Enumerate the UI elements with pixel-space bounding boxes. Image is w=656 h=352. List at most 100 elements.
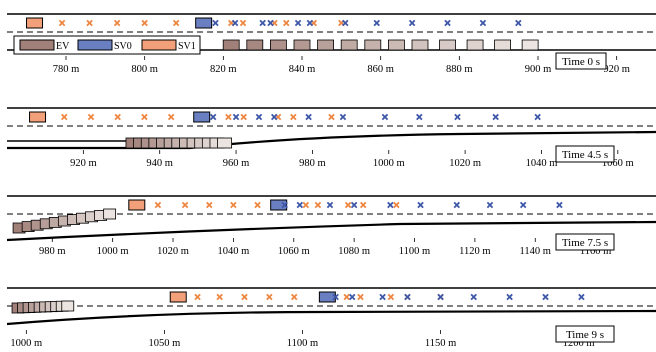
sv1-marker bbox=[241, 293, 248, 301]
tick-label: 960 m bbox=[223, 158, 250, 169]
time-label-box bbox=[555, 325, 615, 343]
sv0-marker bbox=[444, 19, 451, 27]
sv0-marker bbox=[381, 113, 389, 121]
sv0-marker bbox=[578, 293, 585, 301]
legend-label-ev: EV bbox=[56, 41, 70, 52]
sv0-marker bbox=[470, 293, 477, 301]
panel-2: 980 m 1000 m 1020 m 1040 m 1060 m 1080 m 1100 … bbox=[6, 195, 656, 257]
sv0-marker bbox=[373, 19, 380, 27]
sv1-marker bbox=[290, 113, 297, 121]
sv0-marker bbox=[379, 293, 386, 301]
sv0-marker bbox=[267, 19, 274, 27]
ev-car bbox=[269, 39, 287, 51]
ev-car bbox=[217, 137, 233, 149]
time-label-box bbox=[555, 145, 615, 163]
sv1-marker bbox=[86, 19, 93, 27]
panel-0: 780 m 800 m 820 m 840 m 860 m 880 m 900 m 920 m… bbox=[7, 13, 656, 75]
sv0-marker bbox=[519, 201, 527, 209]
sv0-marker bbox=[350, 201, 358, 209]
sv1-marker bbox=[387, 293, 395, 301]
tick-label: 1040 m bbox=[526, 158, 558, 169]
ev-car bbox=[222, 39, 240, 51]
ev-car bbox=[364, 39, 382, 51]
sv0-marker bbox=[556, 201, 563, 209]
tick-label: 1160 m bbox=[580, 246, 611, 257]
sv1-marker bbox=[266, 293, 273, 301]
sv0-marker bbox=[416, 113, 423, 121]
sv1-car bbox=[169, 291, 187, 303]
tick-label: 1100 m bbox=[399, 246, 430, 257]
sv0-marker bbox=[342, 19, 349, 27]
sv1-marker bbox=[254, 201, 261, 209]
ev-car bbox=[466, 39, 484, 51]
time-label: Time 0 s bbox=[562, 56, 600, 68]
sv0-marker bbox=[453, 201, 461, 209]
tick-label: 980 m bbox=[299, 158, 326, 169]
sv0-marker bbox=[437, 293, 444, 301]
sv0-marker bbox=[232, 113, 240, 121]
sv1-marker bbox=[302, 201, 310, 209]
sv1-marker bbox=[194, 293, 201, 301]
tick-label: 1100 m bbox=[287, 338, 318, 349]
tick-label: 1200 m bbox=[563, 338, 595, 349]
sv0-marker bbox=[486, 201, 494, 209]
sv1-marker bbox=[230, 201, 237, 209]
road-bottom-edge bbox=[6, 220, 656, 242]
sv0-marker bbox=[542, 293, 549, 301]
ev-car bbox=[340, 39, 358, 51]
legend: EV SV0 SV1 bbox=[13, 35, 201, 55]
tick-label: 1000 m bbox=[10, 338, 42, 349]
sv0-marker bbox=[255, 113, 263, 121]
legend-label-sv0: SV0 bbox=[114, 41, 132, 52]
sv0-marker bbox=[209, 113, 217, 121]
panel-1: 920 m 940 m 960 m 980 m 1000 m 1020 m 1040 m 10… bbox=[7, 107, 656, 169]
tick-label: 1080 m bbox=[338, 246, 370, 257]
sv0-marker bbox=[506, 293, 513, 301]
sv0-marker bbox=[339, 113, 347, 121]
tick-label: 800 m bbox=[131, 64, 158, 75]
tick-label: 1060 m bbox=[278, 246, 310, 257]
road-bottom-edge bbox=[6, 309, 656, 326]
sv1-marker bbox=[172, 19, 180, 27]
sv0-car bbox=[195, 17, 213, 29]
sv0-marker bbox=[404, 293, 411, 301]
sv1-car bbox=[26, 17, 44, 29]
tick-label: 1140 m bbox=[520, 246, 551, 257]
ev-car bbox=[317, 39, 335, 51]
sv0-car bbox=[193, 111, 211, 123]
sv1-marker bbox=[206, 201, 213, 209]
sv1-marker bbox=[283, 19, 290, 27]
sv0-marker bbox=[492, 113, 499, 121]
sv0-marker bbox=[534, 113, 541, 121]
sv0-marker bbox=[387, 201, 394, 209]
sv0-marker bbox=[259, 19, 266, 27]
sv0-marker bbox=[454, 113, 461, 121]
tick-label: 1040 m bbox=[217, 246, 249, 257]
sv1-marker bbox=[225, 113, 232, 121]
legend-label-sv1: SV1 bbox=[178, 41, 196, 52]
sv1-car bbox=[29, 111, 47, 123]
sv1-marker bbox=[113, 19, 121, 27]
sv0-marker bbox=[408, 19, 416, 27]
tick-label: 880 m bbox=[446, 64, 473, 75]
sv1-marker bbox=[343, 293, 350, 301]
sv0-marker bbox=[294, 19, 302, 27]
sv1-marker bbox=[290, 293, 298, 301]
sv1-marker bbox=[216, 293, 223, 301]
tick-label: 940 m bbox=[146, 158, 173, 169]
time-label: Time 7.5 s bbox=[562, 237, 608, 249]
sv0-marker bbox=[332, 293, 339, 301]
tick-label: 780 m bbox=[53, 64, 80, 75]
sv1-marker bbox=[141, 113, 148, 121]
time-label: Time 4.5 s bbox=[562, 149, 608, 161]
tick-label: 1050 m bbox=[149, 338, 181, 349]
tick-label: 1060 m bbox=[602, 158, 634, 169]
sv1-marker bbox=[240, 113, 247, 121]
sv1-marker bbox=[359, 201, 367, 209]
sv0-marker bbox=[479, 19, 487, 27]
sv1-marker bbox=[314, 201, 322, 209]
sv1-marker bbox=[154, 201, 162, 209]
tick-label: 980 m bbox=[39, 246, 66, 257]
sv0-car bbox=[270, 199, 288, 211]
